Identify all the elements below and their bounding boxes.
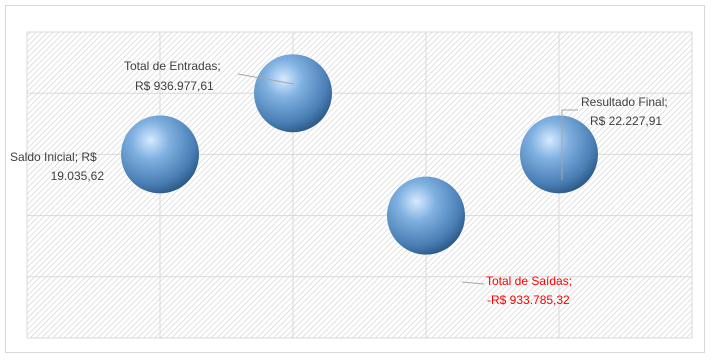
bubble-4 bbox=[520, 115, 598, 194]
bubble-2 bbox=[254, 54, 332, 133]
plot-area bbox=[27, 32, 692, 338]
label-total-entradas-value: R$ 936.977,61 bbox=[135, 79, 214, 93]
bubbles bbox=[121, 54, 598, 285]
leader-line bbox=[561, 109, 578, 180]
label-total-entradas-name: Total de Entradas; bbox=[124, 59, 221, 73]
bubble-1 bbox=[121, 115, 199, 194]
label-total-saidas-name: Total de Saídas; bbox=[486, 274, 572, 288]
label-saldo-inicial-value: 19.035,62 bbox=[51, 169, 105, 183]
leader-line bbox=[461, 281, 485, 285]
label-resultado-final-name: Resultado Final; bbox=[581, 95, 668, 109]
bubble-3 bbox=[387, 176, 465, 255]
label-resultado-final-value: R$ 22.227,91 bbox=[590, 114, 662, 128]
leader-line bbox=[237, 73, 295, 85]
label-total-saidas-value: -R$ 933.785,32 bbox=[487, 293, 570, 307]
label-saldo-inicial-name: Saldo Inicial; R$ bbox=[10, 150, 97, 164]
data-labels: Saldo Inicial; R$ 19.035,62 Total de Ent… bbox=[10, 59, 668, 307]
